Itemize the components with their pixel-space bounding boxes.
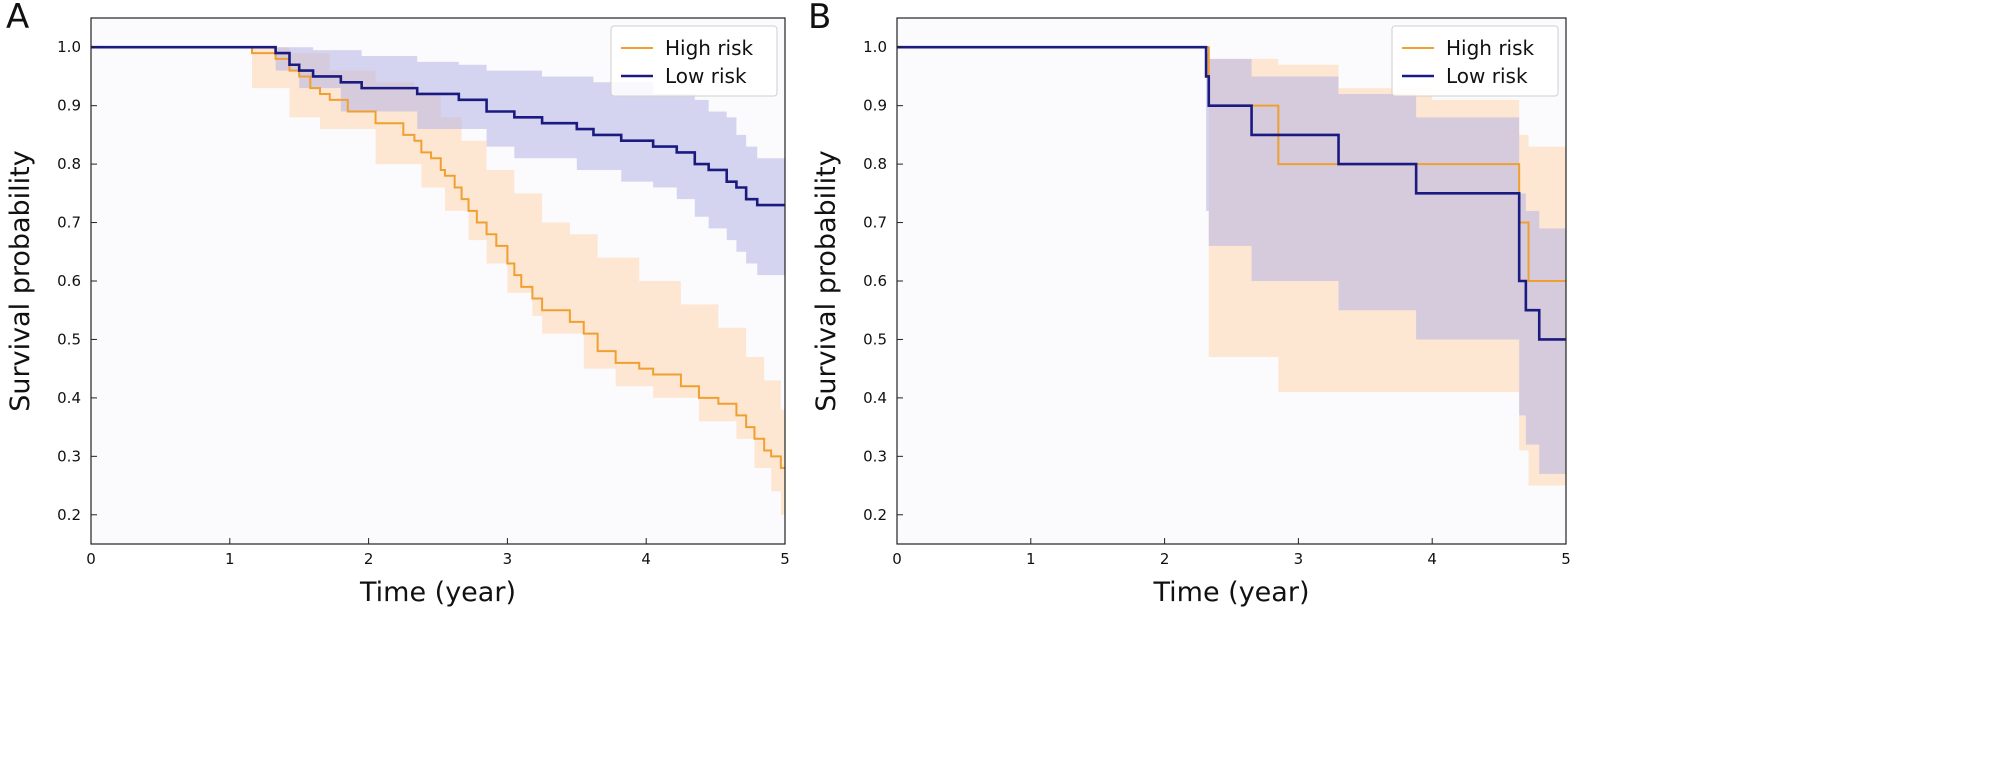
y-tick-label: 0.9: [863, 97, 887, 115]
x-tick-label: 0: [86, 550, 96, 568]
ci-band-low-risk: [897, 47, 1566, 474]
y-tick-label: 0.2: [57, 506, 81, 524]
legend: High risk Low risk: [610, 25, 778, 97]
x-tick-label: 1: [225, 550, 235, 568]
ci-band-high-risk: [91, 47, 785, 521]
legend-label-high-risk: High risk: [665, 36, 754, 60]
y-tick-label: 0.8: [863, 155, 887, 173]
survival-curve-low-risk: [91, 45, 785, 207]
legend: High risk Low risk: [1391, 25, 1559, 97]
legend-label-low-risk: Low risk: [665, 64, 747, 88]
y-tick-label: 0.6: [57, 272, 81, 290]
survival-curve-low-risk: [897, 45, 1566, 341]
y-tick-label: 0.4: [57, 389, 81, 407]
y-tick-label: 0.6: [863, 272, 887, 290]
x-axis-label: Time (year): [1153, 577, 1310, 608]
chart-panel-b: B 0 1 2 3 4 5 0.2 0.3 0.4 0.5 0.6 0.7 0.8 0.9 1.0 Time (…: [808, 0, 1571, 608]
y-tick-label: 0.3: [863, 447, 887, 465]
x-tick-label: 5: [780, 550, 790, 568]
y-tick-label: 0.2: [863, 506, 887, 524]
y-tick-label: 0.9: [57, 97, 81, 115]
x-tick-label: 0: [892, 550, 902, 568]
x-tick-label: 5: [1561, 550, 1571, 568]
y-tick-label: 0.7: [863, 214, 887, 232]
x-tick-label: 3: [503, 550, 513, 568]
y-tick-label: 0.5: [863, 330, 887, 348]
panel-letter: B: [808, 0, 831, 37]
x-tick-label: 4: [1427, 550, 1437, 568]
y-tick-label: 1.0: [863, 38, 887, 56]
y-tick-label: 0.7: [57, 214, 81, 232]
legend-label-low-risk: Low risk: [1446, 64, 1528, 88]
chart-panel-a: A 0 1 2 3 4 5 0.2 0.3 0.4 0.5 0.6 0.7 0.8 0.9 1.0 Time (…: [5, 0, 790, 608]
panel-letter: A: [6, 0, 29, 37]
y-tick-label: 0.4: [863, 389, 887, 407]
y-tick-label: 0.5: [57, 330, 81, 348]
y-tick-label: 0.8: [57, 155, 81, 173]
y-tick-label: 1.0: [57, 38, 81, 56]
legend-box: [1391, 25, 1559, 97]
survival-curve-high-risk: [91, 46, 785, 470]
x-tick-label: 3: [1294, 550, 1304, 568]
y-axis-label: Survival probability: [811, 150, 842, 412]
x-tick-label: 4: [641, 550, 651, 568]
legend-label-high-risk: High risk: [1446, 36, 1535, 60]
y-axis-label: Survival probability: [5, 150, 36, 412]
y-tick-label: 0.3: [57, 447, 81, 465]
x-tick-label: 2: [1160, 550, 1170, 568]
x-tick-label: 2: [364, 550, 374, 568]
legend-box: [610, 25, 778, 97]
ci-band-low-risk: [91, 47, 785, 276]
x-axis-label: Time (year): [359, 577, 516, 608]
x-tick-label: 1: [1026, 550, 1036, 568]
